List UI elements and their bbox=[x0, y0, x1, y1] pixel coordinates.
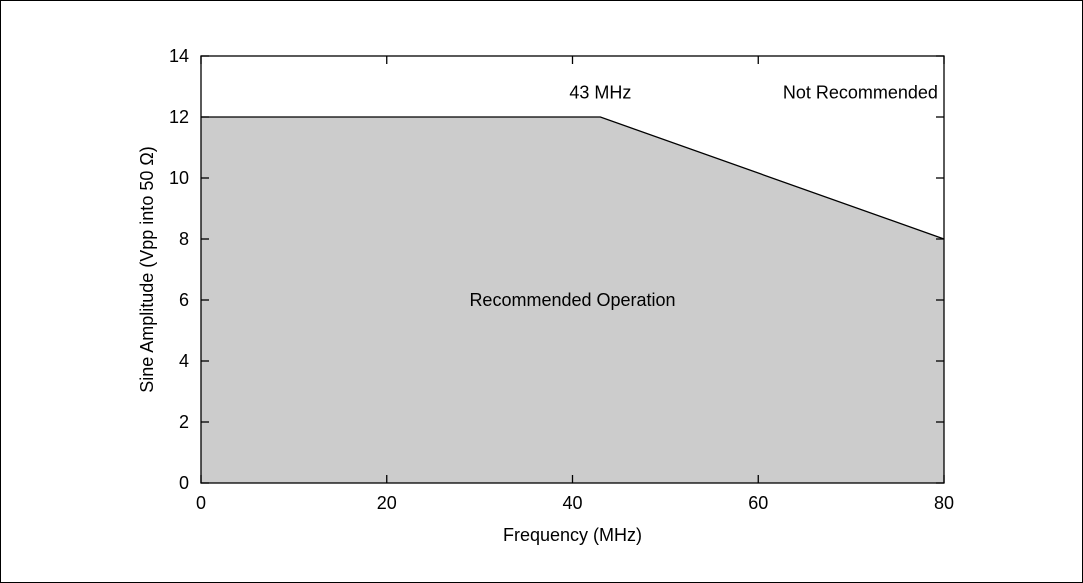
x-tick-label: 0 bbox=[196, 493, 206, 513]
x-tick-label: 80 bbox=[934, 493, 954, 513]
y-axis-label: Sine Amplitude (Vpp into 50 Ω) bbox=[137, 146, 157, 393]
x-tick-label: 20 bbox=[377, 493, 397, 513]
axis-layer: 0 20 40 60 80 0 2 4 6 8 10 12 14 bbox=[169, 46, 954, 513]
y-tick-label: 2 bbox=[179, 412, 189, 432]
y-tick-label: 4 bbox=[179, 351, 189, 371]
plot-layer bbox=[201, 116, 945, 483]
y-tick-label: 0 bbox=[179, 473, 189, 493]
y-tick-label: 12 bbox=[169, 107, 189, 127]
annotation-text: Recommended Operation bbox=[469, 290, 675, 310]
x-axis-label: Frequency (MHz) bbox=[503, 525, 642, 545]
recommended-area-0 bbox=[201, 117, 944, 483]
y-tick-label: 8 bbox=[179, 229, 189, 249]
annotation-text: Not Recommended bbox=[783, 83, 938, 103]
y-tick-label: 10 bbox=[169, 168, 189, 188]
label-layer: Frequency (MHz) Sine Amplitude (Vpp into… bbox=[137, 83, 938, 545]
y-tick-label: 14 bbox=[169, 46, 189, 66]
x-tick-label: 40 bbox=[562, 493, 582, 513]
x-tick-label: 60 bbox=[748, 493, 768, 513]
annotation-text: 43 MHz bbox=[569, 83, 631, 103]
limit-line-0 bbox=[201, 116, 945, 240]
y-tick-label: 6 bbox=[179, 290, 189, 310]
